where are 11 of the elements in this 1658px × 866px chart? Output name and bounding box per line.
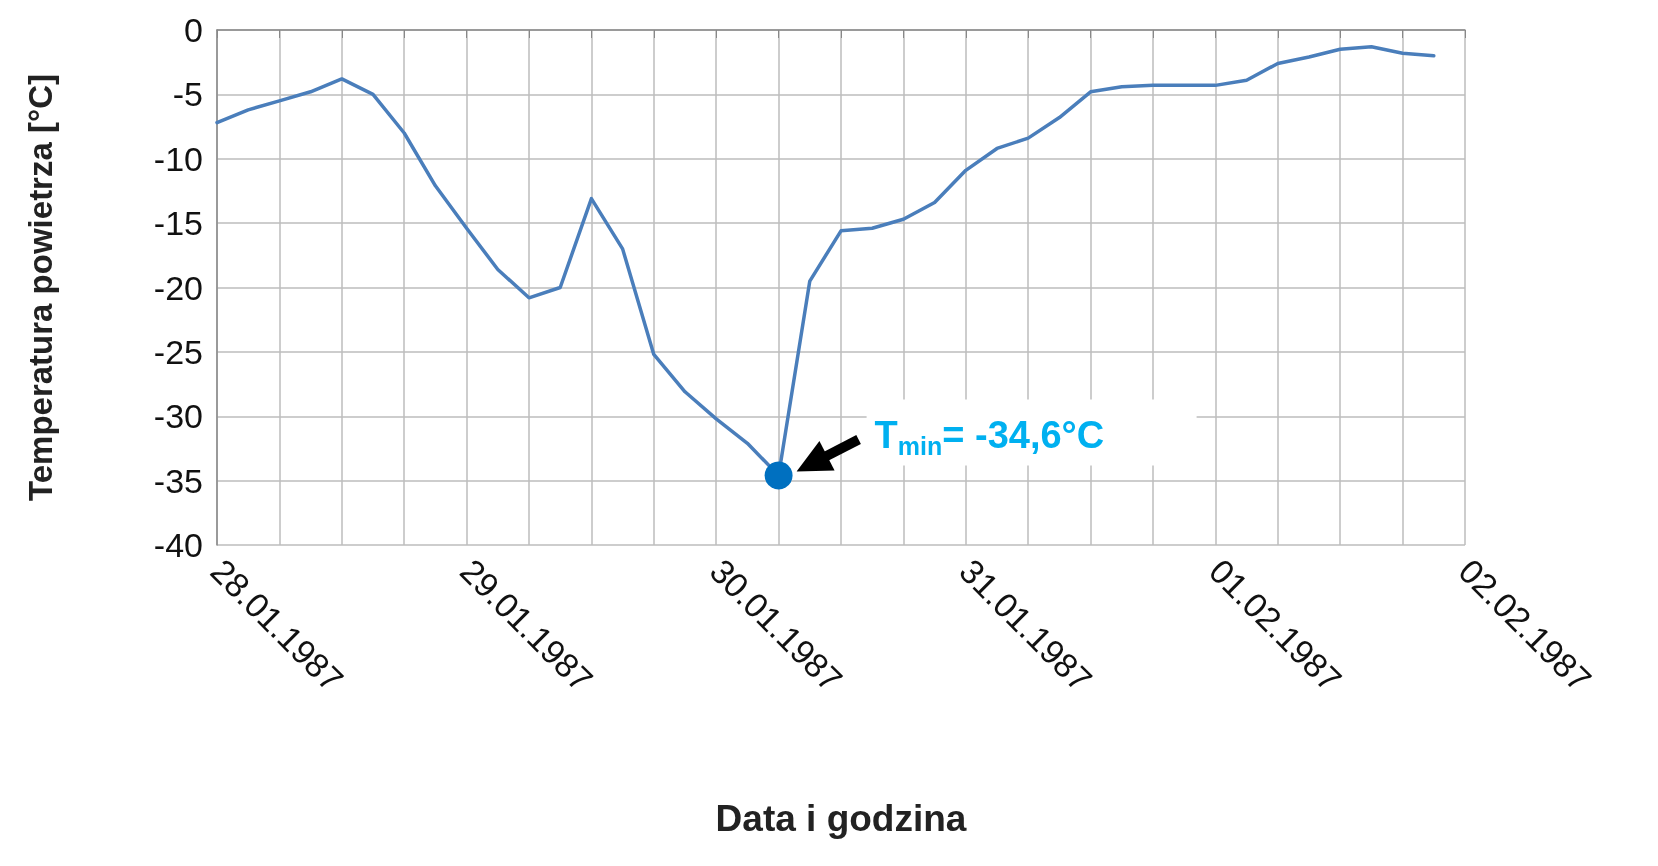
y-tick-label: -40 — [153, 526, 203, 564]
y-tick-label: -5 — [172, 75, 203, 114]
y-tick-label: 0 — [184, 11, 203, 49]
y-tick-label: -20 — [153, 268, 203, 307]
y-tick-label: -35 — [153, 461, 203, 500]
y-tick-label: -30 — [153, 397, 203, 436]
x-axis-title: Data i godzina — [715, 798, 967, 839]
y-axis-title: Temperatura powietrza [°C] — [22, 74, 59, 501]
y-tick-label: -15 — [153, 204, 203, 243]
y-tick-label: -10 — [153, 139, 203, 178]
y-tick-label: -25 — [153, 332, 203, 371]
